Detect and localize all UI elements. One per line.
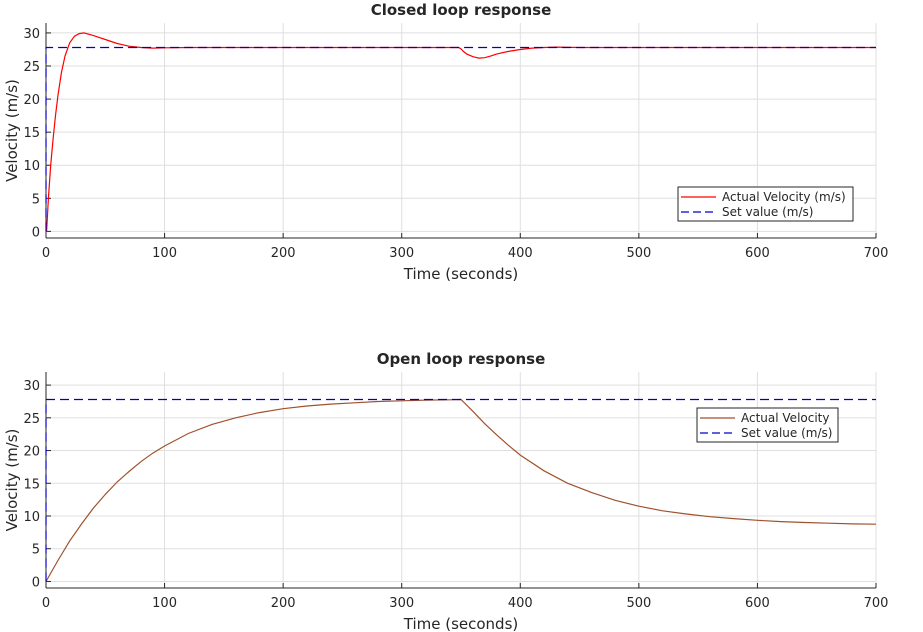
chart-title: Open loop response <box>377 350 546 368</box>
legend-label: Set value (m/s) <box>741 426 832 440</box>
legend-label: Actual Velocity <box>741 411 829 425</box>
x-tick-label: 600 <box>745 596 770 611</box>
x-tick-label: 200 <box>271 596 296 611</box>
y-tick-label: 25 <box>23 412 40 427</box>
series-line-set-value <box>45 398 876 582</box>
x-axis-label: Time (seconds) <box>403 265 519 283</box>
y-tick-label: 0 <box>32 225 40 240</box>
y-tick-label: 30 <box>23 379 40 394</box>
y-tick-label: 20 <box>23 445 40 460</box>
y-tick-label: 5 <box>32 192 40 207</box>
x-tick-label: 400 <box>508 246 533 261</box>
y-tick-label: 0 <box>32 575 40 590</box>
y-axis-label: Velocity (m/s) <box>3 429 21 532</box>
y-tick-label: 10 <box>23 159 40 174</box>
y-tick-label: 25 <box>23 60 40 75</box>
x-tick-label: 200 <box>271 246 296 261</box>
legend-label: Set value (m/s) <box>722 205 813 219</box>
chart-title: Closed loop response <box>371 1 552 19</box>
legend-label: Actual Velocity (m/s) <box>722 190 846 204</box>
legend-box <box>677 186 854 222</box>
x-tick-label: 400 <box>508 596 533 611</box>
x-tick-label: 700 <box>864 596 889 611</box>
x-tick-label: 600 <box>745 246 770 261</box>
open-loop-chart: 0 100 200 300 400 500 600 700 0 5 10 15 20 25 30 Open l… <box>3 350 888 632</box>
plot-area <box>46 372 876 588</box>
x-axis-label: Time (seconds) <box>403 615 519 632</box>
series-line-set-value <box>45 46 876 232</box>
y-tick-label: 5 <box>32 543 40 558</box>
x-tick-label: 0 <box>42 596 50 611</box>
x-tick-label: 0 <box>42 246 50 261</box>
y-tick-label: 15 <box>23 126 40 141</box>
x-tick-label: 500 <box>626 596 651 611</box>
legend-box <box>696 407 839 443</box>
x-tick-label: 700 <box>864 246 889 261</box>
x-tick-label: 100 <box>152 596 177 611</box>
y-axis-label: Velocity (m/s) <box>3 79 21 182</box>
series-line-actual-velocity <box>45 398 877 582</box>
y-tick-label: 15 <box>23 477 40 492</box>
x-tick-label: 500 <box>626 246 651 261</box>
y-tick-label: 20 <box>23 93 40 108</box>
y-tick-label: 30 <box>23 27 40 42</box>
y-tick-label: 10 <box>23 510 40 525</box>
x-tick-label: 100 <box>152 246 177 261</box>
closed-loop-chart: 0 100 200 300 400 500 600 700 0 5 10 15 20 25 30 Closed… <box>3 1 888 283</box>
x-tick-label: 300 <box>389 596 414 611</box>
x-tick-label: 300 <box>389 246 414 261</box>
